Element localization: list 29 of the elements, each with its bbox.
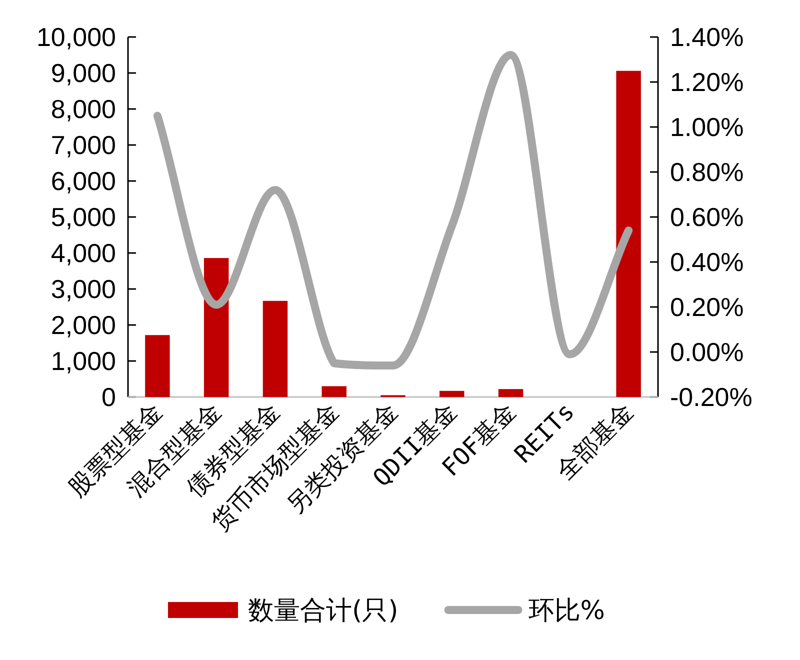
y2-tick-label: 1.20% xyxy=(670,67,744,97)
y-tick-label: 1,000 xyxy=(50,346,116,376)
legend-label: 环比% xyxy=(528,596,606,626)
y-tick-label: 9,000 xyxy=(50,58,116,88)
y-tick-label: 0 xyxy=(102,382,116,412)
y-tick-label: 4,000 xyxy=(50,238,116,268)
bar xyxy=(322,386,346,397)
y-tick-label: 10,000 xyxy=(36,22,116,52)
legend-label: 数量合计(只) xyxy=(248,596,398,626)
y2-tick-label: 0.60% xyxy=(670,202,744,232)
bar xyxy=(440,390,464,397)
y-tick-label: 5,000 xyxy=(50,202,116,232)
y-tick-label: 7,000 xyxy=(50,130,116,160)
y2-tick-label: 0.00% xyxy=(670,337,744,367)
y2-tick-label: 0.20% xyxy=(670,292,744,322)
y-tick-label: 3,000 xyxy=(50,274,116,304)
y2-tick-label: -0.20% xyxy=(670,382,752,412)
y2-tick-label: 1.00% xyxy=(670,112,744,142)
y2-tick-label: 0.80% xyxy=(670,157,744,187)
y-tick-label: 6,000 xyxy=(50,166,116,196)
y-tick-label: 2,000 xyxy=(50,310,116,340)
bar xyxy=(498,389,524,397)
y2-tick-label: 0.40% xyxy=(670,247,744,277)
bar xyxy=(145,335,170,397)
bar xyxy=(616,70,641,397)
bar xyxy=(262,300,288,397)
y-tick-label: 8,000 xyxy=(50,94,116,124)
bar xyxy=(204,258,229,397)
y2-tick-label: 1.40% xyxy=(670,22,744,52)
